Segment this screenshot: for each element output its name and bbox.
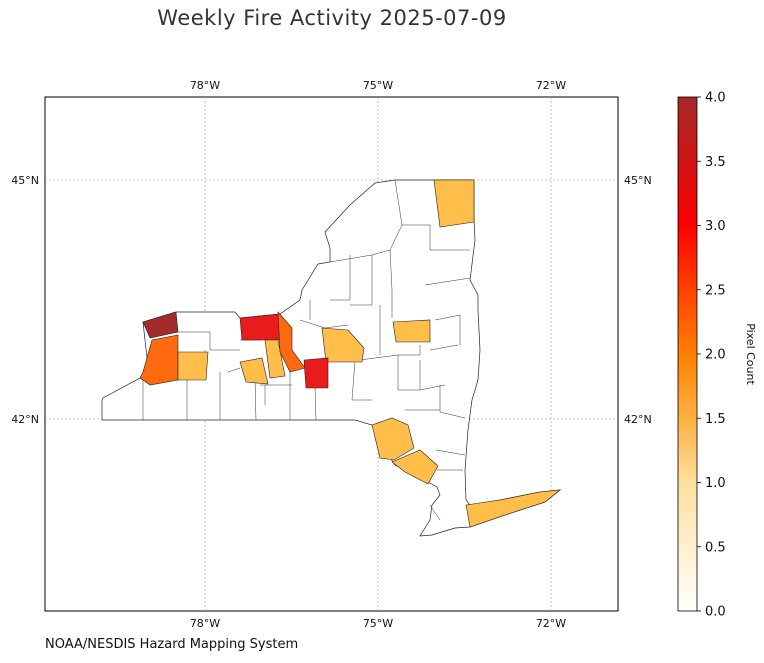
- lon-tick-top-78: 78°W: [190, 79, 220, 92]
- colorbar-tick-label: 3.5: [705, 155, 726, 170]
- lon-tick-top-75: 75°W: [363, 79, 393, 92]
- lat-tick-left-45: 45°N: [11, 174, 39, 187]
- fire-county-11: [371, 417, 415, 461]
- fire-county-0: [433, 179, 475, 228]
- fire-county-8: [321, 327, 365, 363]
- fire-county-12: [391, 449, 439, 485]
- lat-tick-right-45: 45°N: [624, 174, 652, 187]
- lon-tick-bottom-75: 75°W: [363, 617, 393, 630]
- lat-tick-right-42: 42°N: [624, 413, 652, 426]
- colorbar-tick-label: 2.0: [705, 348, 726, 363]
- colorbar-tick-label: 4.0: [705, 91, 726, 106]
- colorbar-gradient: [677, 96, 698, 612]
- fire-county-2: [139, 334, 179, 386]
- lon-tick-bottom-78: 78°W: [190, 617, 220, 630]
- fire-counties: [139, 179, 561, 528]
- lon-tick-bottom-72: 72°W: [536, 617, 566, 630]
- fire-county-6: [264, 339, 286, 379]
- colorbar-ticks: 0.0 0.5 1.0 1.5 2.0 2.5 3.0 3.5 4.0: [697, 91, 726, 620]
- fire-county-3: [177, 351, 209, 381]
- fire-county-10: [392, 319, 431, 343]
- credit-text: NOAA/NESDIS Hazard Mapping System: [45, 637, 299, 652]
- map-frame: [44, 96, 619, 612]
- fire-county-5: [239, 357, 269, 385]
- map-tick-labels: 78°W 75°W 72°W 78°W 75°W 72°W 45°N 42°N …: [11, 79, 651, 630]
- colorbar-tick-label: 3.0: [705, 219, 726, 234]
- colorbar: 0.0 0.5 1.0 1.5 2.0 2.5 3.0 3.5 4.0 Pixel Count: [677, 91, 757, 620]
- fire-county-7: [277, 311, 306, 373]
- state-base: [101, 179, 562, 537]
- county-lines: [142, 179, 471, 521]
- colorbar-tick-label: 1.5: [705, 412, 726, 427]
- fire-county-1: [142, 311, 179, 339]
- fire-county-13: [465, 489, 561, 528]
- chart-title: Weekly Fire Activity 2025-07-09: [157, 6, 507, 30]
- colorbar-tick-label: 1.0: [705, 476, 726, 491]
- colorbar-tick-label: 0.0: [705, 605, 726, 620]
- colorbar-label: Pixel Count: [744, 323, 757, 385]
- fire-county-4: [239, 313, 281, 341]
- lon-tick-top-72: 72°W: [536, 79, 566, 92]
- colorbar-tick-label: 2.5: [705, 283, 726, 298]
- lat-tick-left-42: 42°N: [11, 413, 39, 426]
- fire-county-9: [303, 357, 329, 389]
- gridlines: [45, 97, 618, 611]
- colorbar-tick-label: 0.5: [705, 540, 726, 555]
